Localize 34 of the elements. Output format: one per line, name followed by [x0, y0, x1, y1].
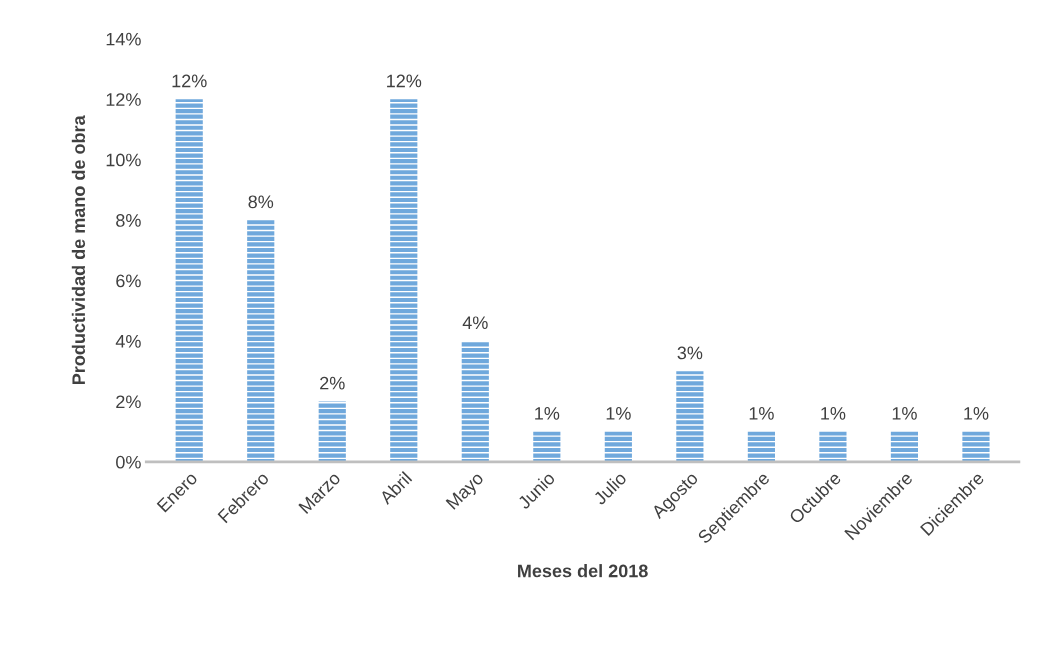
data-label: 2% — [320, 376, 345, 390]
data-label: 3% — [677, 346, 703, 360]
bar — [175, 99, 203, 462]
bar — [747, 431, 775, 462]
data-label: 12% — [172, 74, 207, 88]
y-tick-label: 0% — [116, 455, 141, 469]
y-tick-label: 14% — [106, 32, 141, 46]
bar — [318, 401, 346, 462]
bar — [890, 431, 919, 462]
bar — [819, 431, 847, 462]
bar — [676, 371, 704, 462]
y-axis-title: Productividad de mano de obra — [71, 115, 86, 385]
data-label: 12% — [387, 74, 422, 88]
y-tick-label: 10% — [106, 153, 141, 167]
y-tick-label: 2% — [116, 395, 141, 409]
bar — [533, 431, 561, 462]
data-label: 1% — [821, 407, 846, 420]
data-label: 1% — [749, 407, 774, 420]
data-label: 8% — [248, 195, 274, 209]
y-tick-label: 12% — [106, 93, 141, 106]
bar — [604, 431, 632, 462]
x-axis-title: Meses del 2018 — [518, 564, 648, 578]
bar — [390, 99, 418, 462]
data-label: 1% — [892, 407, 917, 420]
bar — [247, 220, 275, 462]
data-label: 4% — [462, 316, 488, 330]
bar — [962, 431, 990, 462]
data-label: 1% — [535, 407, 560, 420]
y-tick-label: 6% — [116, 274, 141, 288]
bar — [461, 341, 489, 462]
data-label: 1% — [606, 407, 631, 420]
y-tick-label: 8% — [116, 214, 141, 227]
y-tick-label: 4% — [115, 335, 141, 348]
data-label: 1% — [964, 407, 989, 420]
